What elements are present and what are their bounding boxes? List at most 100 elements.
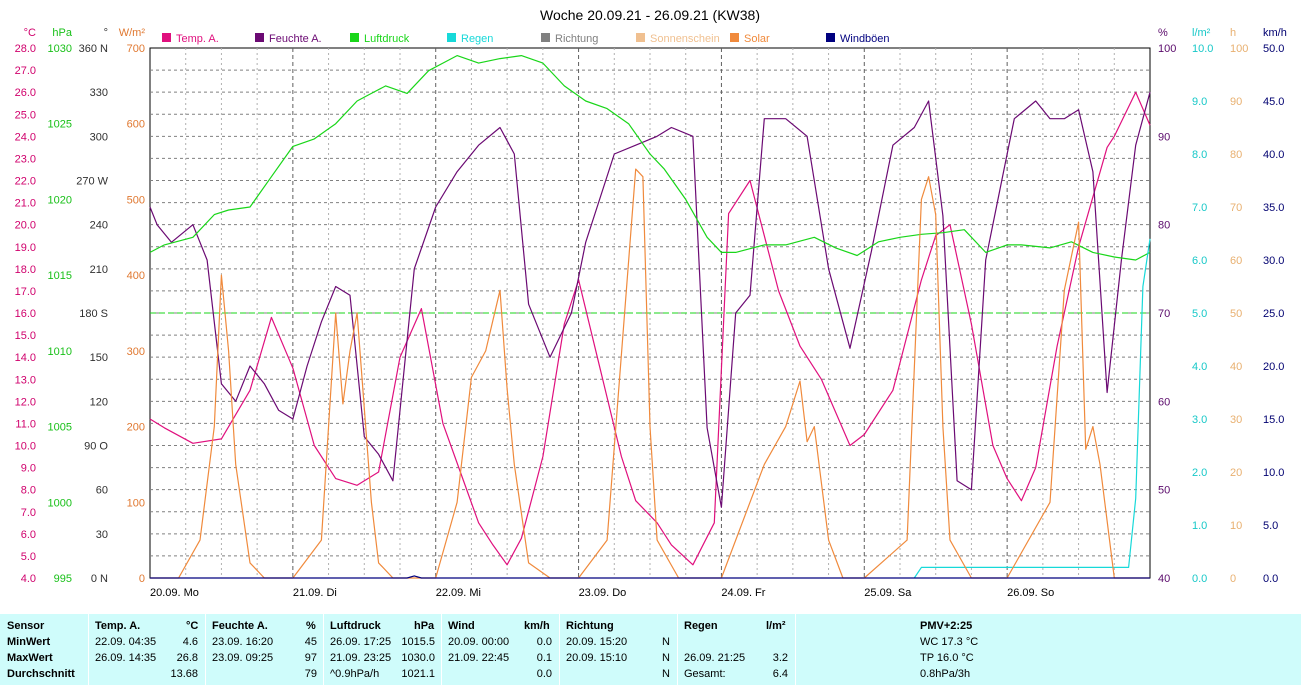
temp-axis-tick: 18.0 [15, 264, 36, 276]
pressure-axis-tick: 1020 [48, 194, 72, 206]
direction-axis-tick: 90 O [84, 441, 108, 453]
humidity-axis-tick: 90 [1158, 131, 1170, 143]
header-pressure-unit: hPa [414, 620, 435, 632]
sunhours-axis-tick: 70 [1230, 202, 1242, 214]
legend: Temp. A. Feuchte A. Luftdruck Regen Richtung… [162, 33, 890, 45]
series-line-windb-en [150, 575, 1150, 579]
legend-swatch [447, 33, 456, 42]
min-humidity-time: 23.09. 16:20 [212, 636, 274, 648]
temp-axis-tick: 17.0 [15, 286, 36, 298]
min-temp-value: 4.6 [182, 636, 198, 648]
temp-axis-tick: 23.0 [15, 153, 36, 165]
max-humidity-value: 97 [304, 652, 317, 664]
x-tick-label: 24.09. Fr [721, 587, 765, 599]
header-temp: Temp. A. [95, 620, 141, 632]
max-humidity-time: 23.09. 09:25 [212, 652, 274, 664]
rain-axis-tick: 0.0 [1192, 573, 1207, 585]
pressure-axis-tick: 1010 [48, 346, 72, 358]
temp-axis-tick: 21.0 [15, 198, 36, 210]
max-direction-value: N [662, 652, 670, 664]
x-tick-label: 22.09. Mi [436, 587, 481, 599]
humidity-axis-tick: 40 [1158, 573, 1170, 585]
temp-axis-unit: °C [24, 27, 36, 39]
wind-axis-unit: km/h [1263, 27, 1287, 39]
solar-axis-tick: 600 [127, 119, 145, 131]
pressure-axis-tick: 1015 [48, 270, 72, 282]
pressure-axis-unit: hPa [52, 27, 72, 39]
solar-axis-tick: 200 [127, 422, 145, 434]
rain-axis-tick: 2.0 [1192, 467, 1207, 479]
max-wind-value: 0.1 [536, 652, 552, 664]
solar-axis-unit: W/m² [119, 27, 146, 39]
chart-title: Woche 20.09.21 - 26.09.21 (KW38) [540, 7, 760, 23]
wind-axis-tick: 45.0 [1263, 96, 1284, 108]
header-rain-unit: l/m² [766, 620, 786, 632]
statistics-table: Sensor Temp. A. °C Feuchte A. % Luftdruc… [0, 614, 1301, 685]
legend-swatch [162, 33, 171, 42]
wind-axis-tick: 5.0 [1263, 520, 1278, 532]
wind-axis-tick: 10.0 [1263, 467, 1284, 479]
min-direction-value: N [662, 636, 670, 648]
sunhours-axis-unit: h [1230, 27, 1236, 39]
header-pressure: Luftdruck [330, 620, 381, 632]
solar-axis-tick: 300 [127, 346, 145, 358]
avg-humidity-value: 79 [304, 668, 317, 680]
legend-label: Richtung [555, 33, 598, 45]
x-tick-label: 20.09. Mo [150, 587, 199, 599]
sunhours-axis-tick: 60 [1230, 255, 1242, 267]
series-line-feuchte-a- [149, 92, 1151, 508]
sunhours-axis-tick: 10 [1230, 520, 1242, 532]
rain-axis-tick: 7.0 [1192, 202, 1207, 214]
row-min-label: MinWert [7, 636, 51, 648]
direction-axis-tick: 30 [96, 529, 108, 541]
header-wind: Wind [448, 620, 475, 632]
rain-axis-tick: 5.0 [1192, 308, 1207, 320]
temp-axis-tick: 15.0 [15, 330, 36, 342]
x-axis-labels: 20.09. Mo 21.09. Di 22.09. Mi 23.09. Do 24.0… [150, 587, 1054, 599]
legend-label: Regen [461, 33, 493, 45]
rain-axis-tick: 6.0 [1192, 255, 1207, 267]
avg-wind-value: 0.0 [536, 668, 552, 680]
direction-axis-tick: 240 [90, 220, 108, 232]
rain-axis-tick: 3.0 [1192, 414, 1207, 426]
max-temp-value: 26.8 [176, 652, 198, 664]
legend-swatch [730, 33, 739, 42]
sunhours-axis-tick: 40 [1230, 361, 1242, 373]
direction-axis-tick: 0 N [91, 573, 108, 585]
legend-label: Windböen [840, 33, 890, 45]
temp-axis-tick: 10.0 [15, 441, 36, 453]
wind-axis-tick: 0.0 [1263, 573, 1278, 585]
temp-axis-tick: 26.0 [15, 87, 36, 99]
wind-axis-tick: 20.0 [1263, 361, 1284, 373]
solar-axis-tick: 700 [127, 43, 145, 55]
rain-axis-unit: l/m² [1192, 27, 1211, 39]
temp-axis-tick: 20.0 [15, 220, 36, 232]
direction-axis-tick: 150 [90, 352, 108, 364]
solar-axis-tick: 500 [127, 194, 145, 206]
avg-temp-value: 13.68 [170, 668, 198, 680]
legend-label: Feuchte A. [269, 33, 322, 45]
temp-axis-tick: 22.0 [15, 176, 36, 188]
legend-swatch [826, 33, 835, 42]
windchill-value: WC 17.3 °C [920, 636, 979, 648]
humidity-axis-unit: % [1158, 27, 1168, 39]
pressure-axis-tick: 995 [54, 573, 72, 585]
legend-label: Luftdruck [364, 33, 410, 45]
temp-axis-tick: 27.0 [15, 65, 36, 77]
avg-pressure-value: 1021.1 [401, 668, 435, 680]
pressure-trend: ^0.9hPa/h [330, 668, 380, 680]
direction-axis-tick: 330 [90, 87, 108, 99]
legend-swatch [636, 33, 645, 42]
wind-axis-tick: 15.0 [1263, 414, 1284, 426]
pressure-axis-tick: 1005 [48, 422, 72, 434]
avg-direction-value: N [662, 668, 670, 680]
min-pressure-value: 1015.5 [401, 636, 435, 648]
direction-axis-tick: 180 S [79, 308, 108, 320]
temp-axis-tick: 9.0 [21, 463, 36, 475]
legend-label: Solar [744, 33, 770, 45]
humidity-axis-tick: 100 [1158, 43, 1176, 55]
sunhours-axis-tick: 30 [1230, 414, 1242, 426]
direction-axis-tick: 270 W [76, 176, 108, 188]
pressure-axis-tick: 1030 [48, 43, 72, 55]
humidity-axis-tick: 60 [1158, 396, 1170, 408]
